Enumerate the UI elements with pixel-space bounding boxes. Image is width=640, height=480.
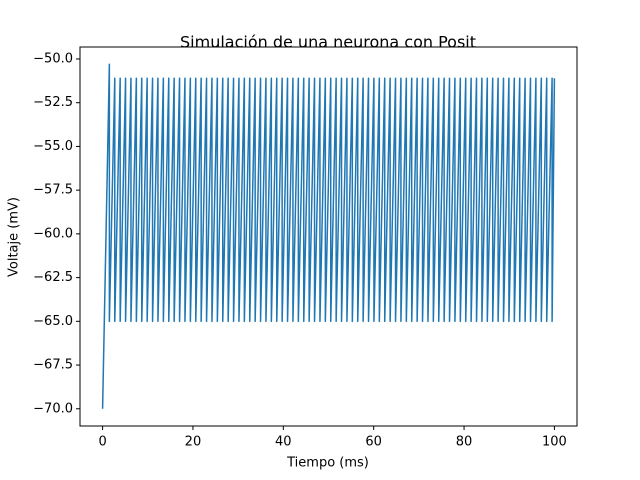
y-tick-label: −67.5 (33, 358, 73, 373)
x-tick-label: 100 (542, 435, 567, 450)
y-tick-label: −55.0 (33, 139, 73, 154)
plot-frame (79, 46, 578, 427)
chart-title: Simulación de una neurona con Posit (180, 33, 476, 52)
y-tick-label: −65.0 (33, 314, 73, 329)
x-tick-label: 0 (98, 435, 106, 450)
x-tick-label: 80 (456, 435, 473, 450)
y-tick-label: −62.5 (33, 270, 73, 285)
y-tick-label: −70.0 (33, 401, 73, 416)
data-line (101, 63, 556, 409)
y-axis-label: Voltaje (mV) (7, 197, 22, 277)
y-tick-label: −60.0 (33, 226, 73, 241)
x-axis-label: Tiempo (ms) (286, 456, 369, 471)
y-tick-label: −50.0 (33, 51, 73, 66)
y-tick-label: −57.5 (33, 183, 73, 198)
x-tick-label: 60 (365, 435, 382, 450)
x-tick-label: 20 (185, 435, 202, 450)
y-tick-label: −52.5 (33, 95, 73, 110)
x-tick-label: 40 (275, 435, 292, 450)
